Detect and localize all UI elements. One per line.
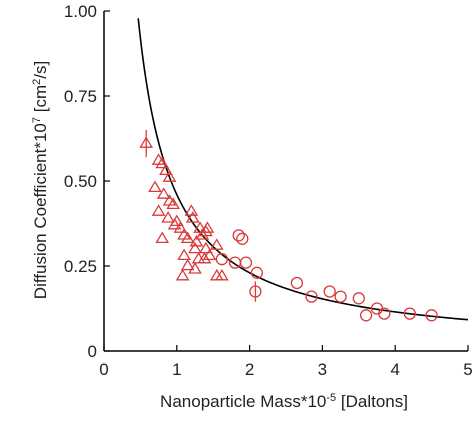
y-tick-label-0: 0 — [88, 342, 97, 361]
triangle-point-7 — [166, 197, 181, 210]
circle-point-7 — [305, 290, 318, 303]
triangle-point-34 — [215, 268, 229, 281]
x-tick-label-3: 3 — [318, 360, 327, 379]
circle-point-10 — [352, 292, 365, 305]
circle-point-11 — [359, 309, 373, 322]
circle-point-13 — [378, 307, 391, 320]
x-tick-label-1: 1 — [172, 360, 181, 379]
triangle-point-26 — [191, 251, 206, 264]
triangle-point-4 — [148, 180, 162, 193]
triangle-point-8 — [151, 204, 166, 216]
triangle-point-13 — [169, 214, 184, 227]
circle-point-1 — [236, 232, 249, 245]
triangle-point-12 — [155, 231, 170, 244]
y-axis-title: Diffusion Coefficient*107 [cm2/s] — [31, 61, 50, 299]
triangle-point-16 — [185, 211, 200, 223]
fit-curve — [137, 18, 468, 321]
x-tick-label-0: 0 — [99, 360, 108, 379]
circle-point-6 — [290, 276, 304, 290]
circle-point-4 — [228, 256, 242, 269]
y-tick-label-4: 1.00 — [64, 2, 97, 21]
triangle-point-5 — [156, 187, 171, 199]
triangle-point-2 — [159, 163, 173, 176]
triangle-point-22 — [200, 221, 215, 233]
circle-point-5 — [215, 253, 229, 266]
triangle-point-24 — [199, 241, 213, 254]
x-tick-label-4: 4 — [390, 360, 399, 379]
circle-point-3 — [250, 266, 264, 279]
y-tick-label-3: 0.75 — [64, 87, 97, 106]
x-tick-label-5: 5 — [463, 360, 472, 379]
x-axis-title: Nanoparticle Mass*10-5 [Daltons] — [160, 392, 408, 411]
y-tick-label-2: 0.50 — [64, 172, 97, 191]
triangle-point-32 — [175, 268, 190, 281]
error-bar-marker-0 — [139, 136, 154, 148]
triangle-point-17 — [180, 231, 195, 244]
triangle-point-9 — [161, 211, 175, 223]
triangle-point-27 — [197, 251, 212, 264]
triangle-point-31 — [188, 262, 202, 274]
circle-point-0 — [232, 229, 245, 242]
triangle-point-25 — [177, 248, 191, 261]
triangle-point-30 — [180, 258, 195, 271]
circle-point-15 — [425, 309, 438, 322]
triangle-point-1 — [155, 156, 170, 169]
data-layer — [137, 18, 468, 322]
circle-point-14 — [403, 307, 416, 320]
triangle-point-23 — [188, 241, 202, 254]
circle-point-2 — [239, 256, 253, 269]
error-bar-marker-1 — [249, 285, 262, 298]
y-tick-label-1: 0.25 — [64, 257, 97, 276]
triangle-point-28 — [202, 248, 217, 261]
axes: 0 1 2 3 4 5 0 0.25 0.50 0.75 1.00 — [64, 2, 473, 379]
triangle-point-20 — [195, 228, 210, 240]
x-tick-label-2: 2 — [245, 360, 254, 379]
circle-point-9 — [334, 290, 347, 303]
triangle-point-11 — [173, 221, 188, 233]
triangle-point-29 — [209, 238, 224, 250]
triangle-point-3 — [162, 170, 177, 182]
circle-point-8 — [323, 285, 336, 298]
